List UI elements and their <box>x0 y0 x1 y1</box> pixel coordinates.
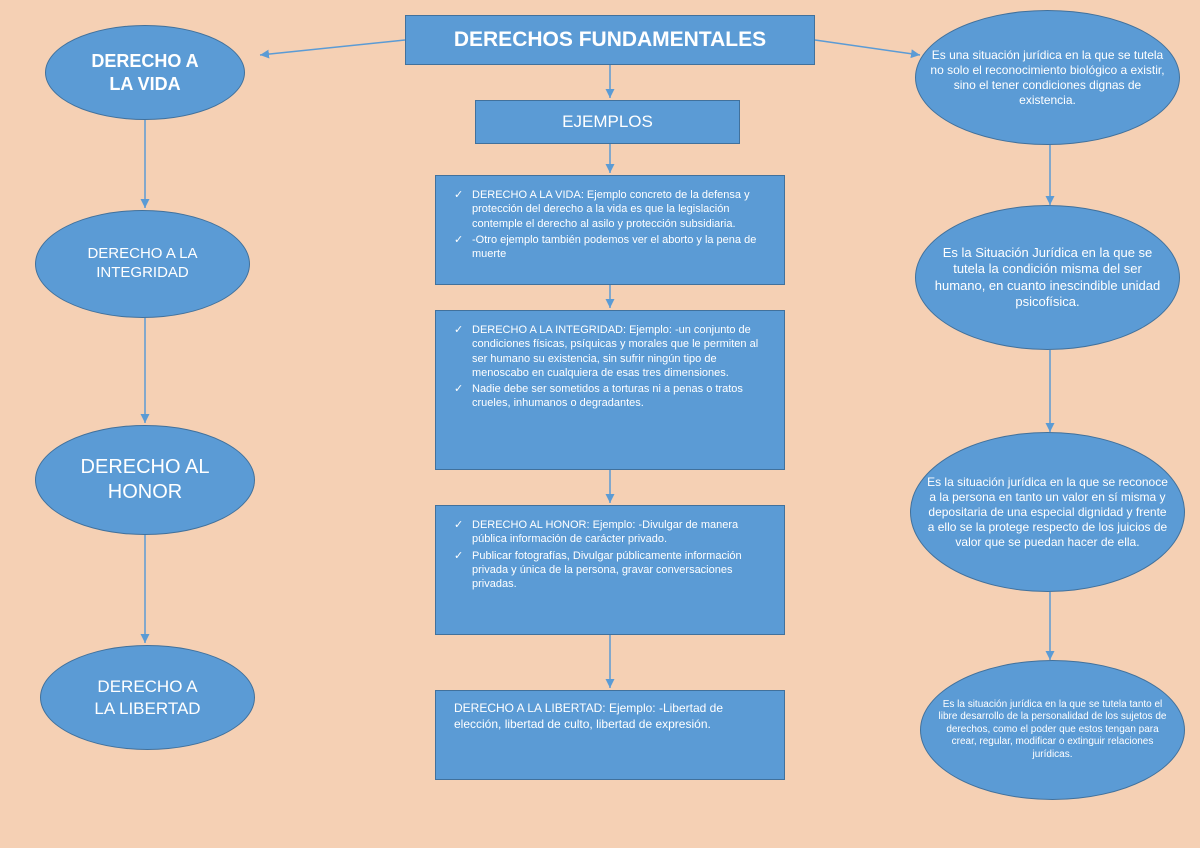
rect-list-item: DERECHO A LA INTEGRIDAD: Ejemplo: -un co… <box>454 323 766 380</box>
ellipse-e_vida: DERECHO ALA VIDA <box>45 25 245 120</box>
ellipse-label: DERECHO ALA VIDA <box>91 50 198 95</box>
rect-list: DERECHO A LA INTEGRIDAD: Ejemplo: -un co… <box>454 323 766 411</box>
ellipse-e_def3: Es la situación jurídica en la que se re… <box>910 432 1185 592</box>
ellipse-e_def2: Es la Situación Jurídica en la que se tu… <box>915 205 1180 350</box>
ellipse-e_def1: Es una situación jurídica en la que se t… <box>915 10 1180 145</box>
rect-r_ex1: DERECHO A LA VIDA: Ejemplo concreto de l… <box>435 175 785 285</box>
ellipse-label: DERECHO A LAINTEGRIDAD <box>87 245 197 283</box>
ellipse-e_honor: DERECHO ALHONOR <box>35 425 255 535</box>
ellipse-label: Es la situación jurídica en la que se re… <box>925 475 1170 550</box>
rect-r_ejemplos: EJEMPLOS <box>475 100 740 144</box>
rect-list-item: Nadie debe ser sometidos a torturas ni a… <box>454 382 766 411</box>
ellipse-label: Es la Situación Jurídica en la que se tu… <box>930 245 1165 310</box>
rect-label: EJEMPLOS <box>562 111 653 133</box>
ellipse-e_def4: Es la situación jurídica en la que se tu… <box>920 660 1185 800</box>
rect-list: DERECHO A LA VIDA: Ejemplo concreto de l… <box>454 188 766 261</box>
rect-label: DERECHO A LA LIBERTAD: Ejemplo: -Liberta… <box>454 701 723 731</box>
rect-r_ex4: DERECHO A LA LIBERTAD: Ejemplo: -Liberta… <box>435 690 785 780</box>
rect-list-item: DERECHO AL HONOR: Ejemplo: -Divulgar de … <box>454 518 766 547</box>
ellipse-e_integ: DERECHO A LAINTEGRIDAD <box>35 210 250 318</box>
ellipse-label: Es la situación jurídica en la que se tu… <box>935 699 1170 762</box>
ellipse-label: DERECHO ALHONOR <box>81 455 210 505</box>
ellipse-label: Es una situación jurídica en la que se t… <box>930 48 1165 108</box>
rect-r_ex3: DERECHO AL HONOR: Ejemplo: -Divulgar de … <box>435 505 785 635</box>
ellipse-label: DERECHO ALA LIBERTAD <box>94 676 200 719</box>
rect-list-item: -Otro ejemplo también podemos ver el abo… <box>454 233 766 262</box>
rect-r_title: DERECHOS FUNDAMENTALES <box>405 15 815 65</box>
ellipse-e_libertad: DERECHO ALA LIBERTAD <box>40 645 255 750</box>
rect-label: DERECHOS FUNDAMENTALES <box>454 26 766 53</box>
rect-list-item: DERECHO A LA VIDA: Ejemplo concreto de l… <box>454 188 766 231</box>
rect-r_ex2: DERECHO A LA INTEGRIDAD: Ejemplo: -un co… <box>435 310 785 470</box>
rect-list-item: Publicar fotografías, Divulgar públicame… <box>454 549 766 592</box>
rect-list: DERECHO AL HONOR: Ejemplo: -Divulgar de … <box>454 518 766 591</box>
diagram-canvas: DERECHO ALA VIDA DERECHO A LAINTEGRIDAD DE… <box>0 0 1200 848</box>
